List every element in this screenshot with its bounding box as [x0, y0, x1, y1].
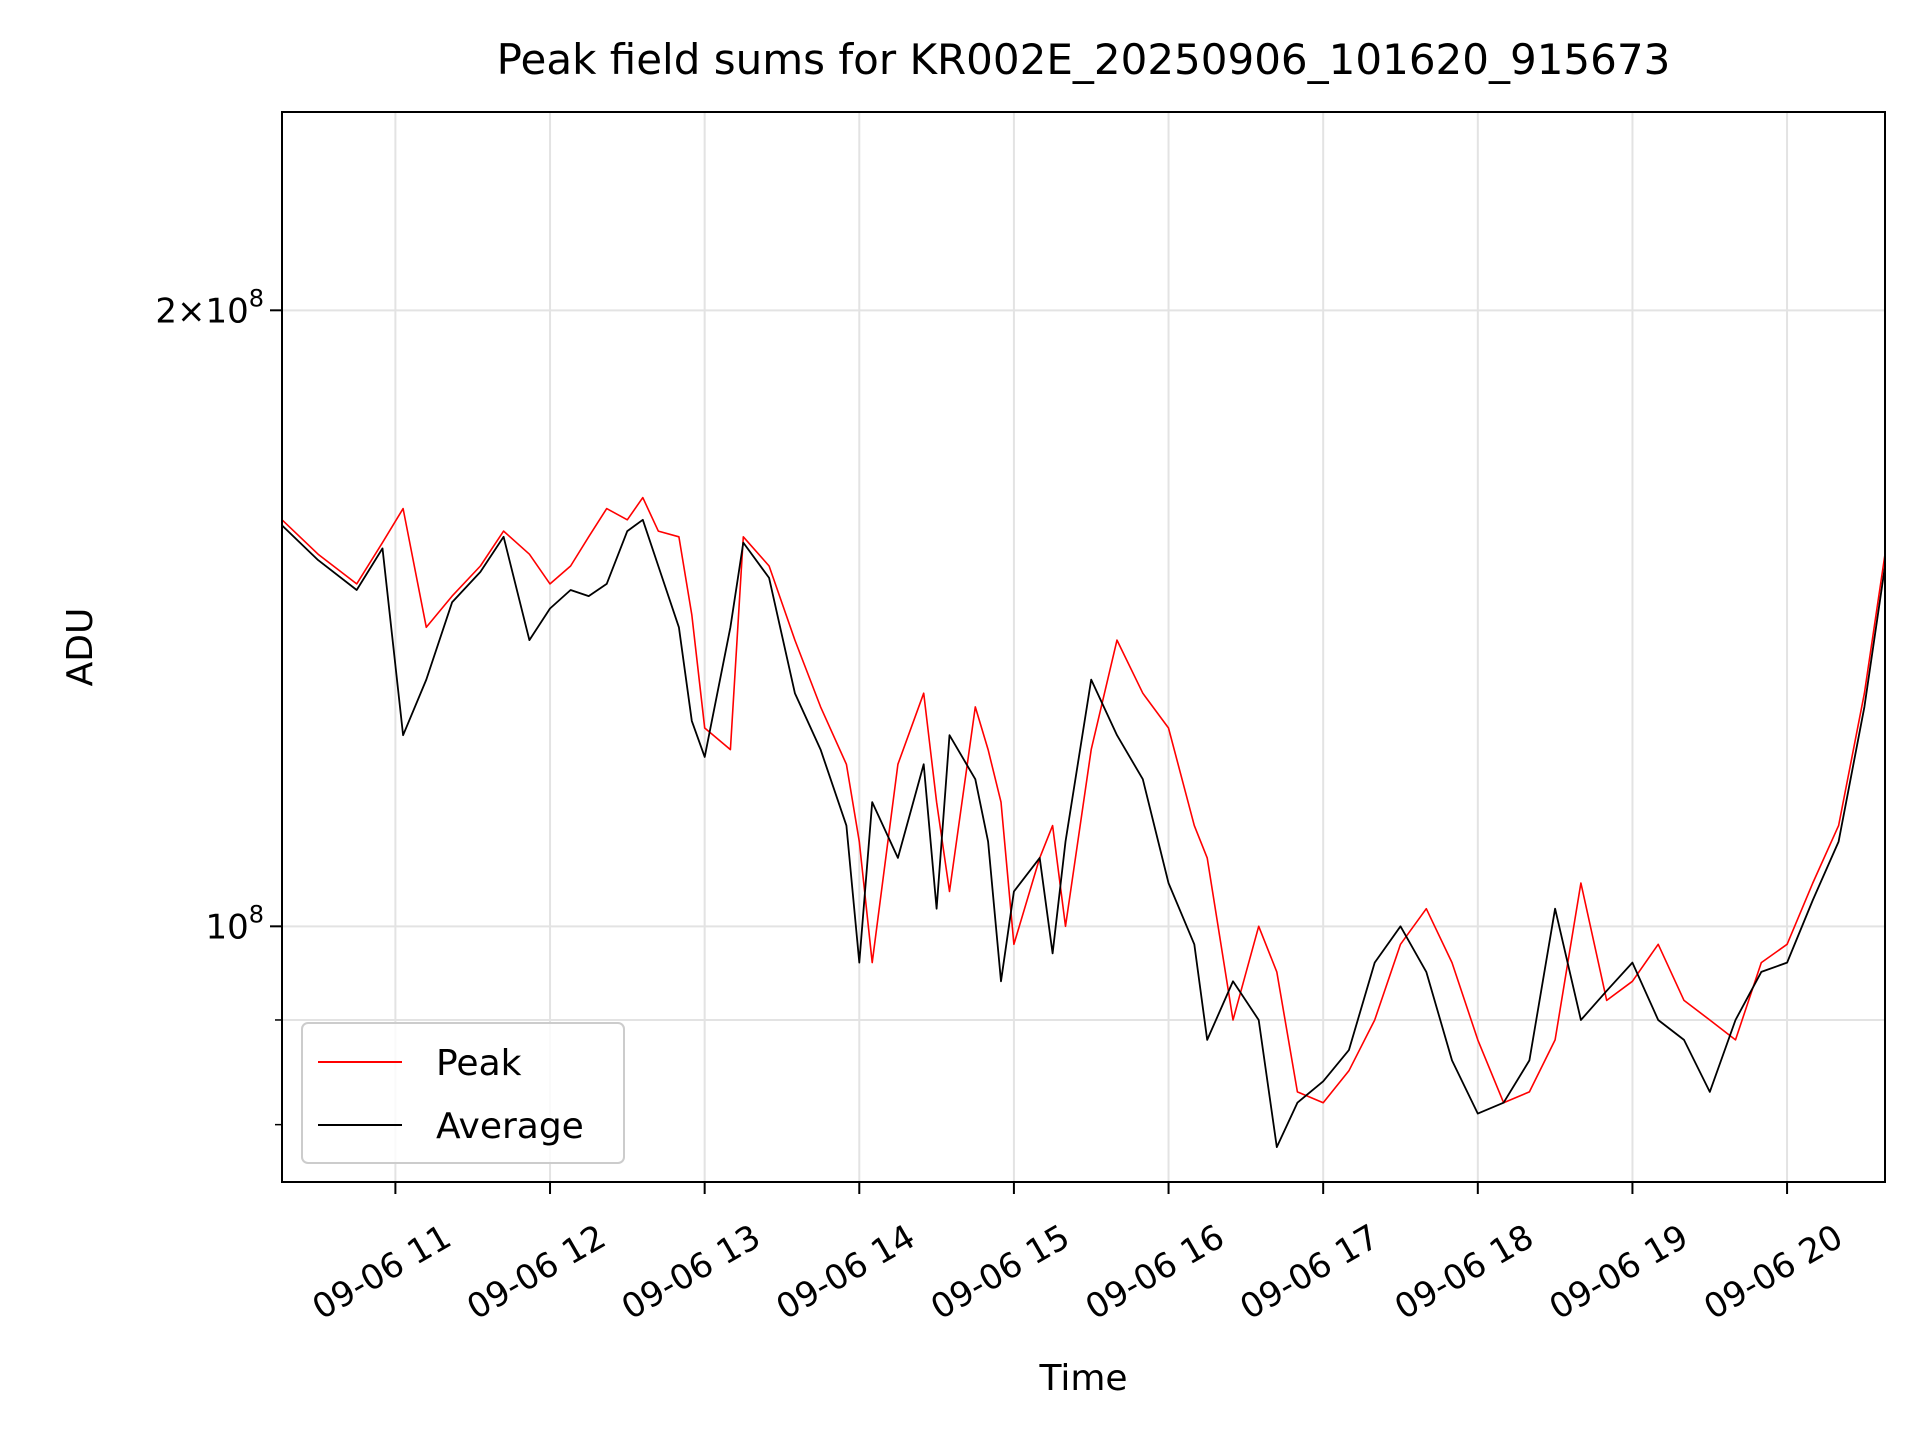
y-tick-label: 108 [205, 900, 264, 947]
y-axis-label: ADU [60, 608, 101, 687]
legend: Peak Average [301, 1022, 625, 1164]
series-layer [282, 496, 1885, 1148]
series-line-peak [282, 496, 1885, 1104]
x-axis-label: Time [1038, 1358, 1127, 1399]
chart-title: Peak field sums for KR002E_20250906_1016… [497, 35, 1671, 84]
legend-box [301, 1022, 625, 1164]
grid [282, 112, 1885, 1182]
y-axis: 108 2×108 [155, 284, 282, 1126]
legend-label-peak: Peak [436, 1043, 522, 1084]
plot-frame [281, 111, 1886, 1183]
y-tick-label: 2×108 [155, 284, 264, 331]
series-line-average [282, 518, 1885, 1148]
legend-label-average: Average [436, 1106, 584, 1147]
